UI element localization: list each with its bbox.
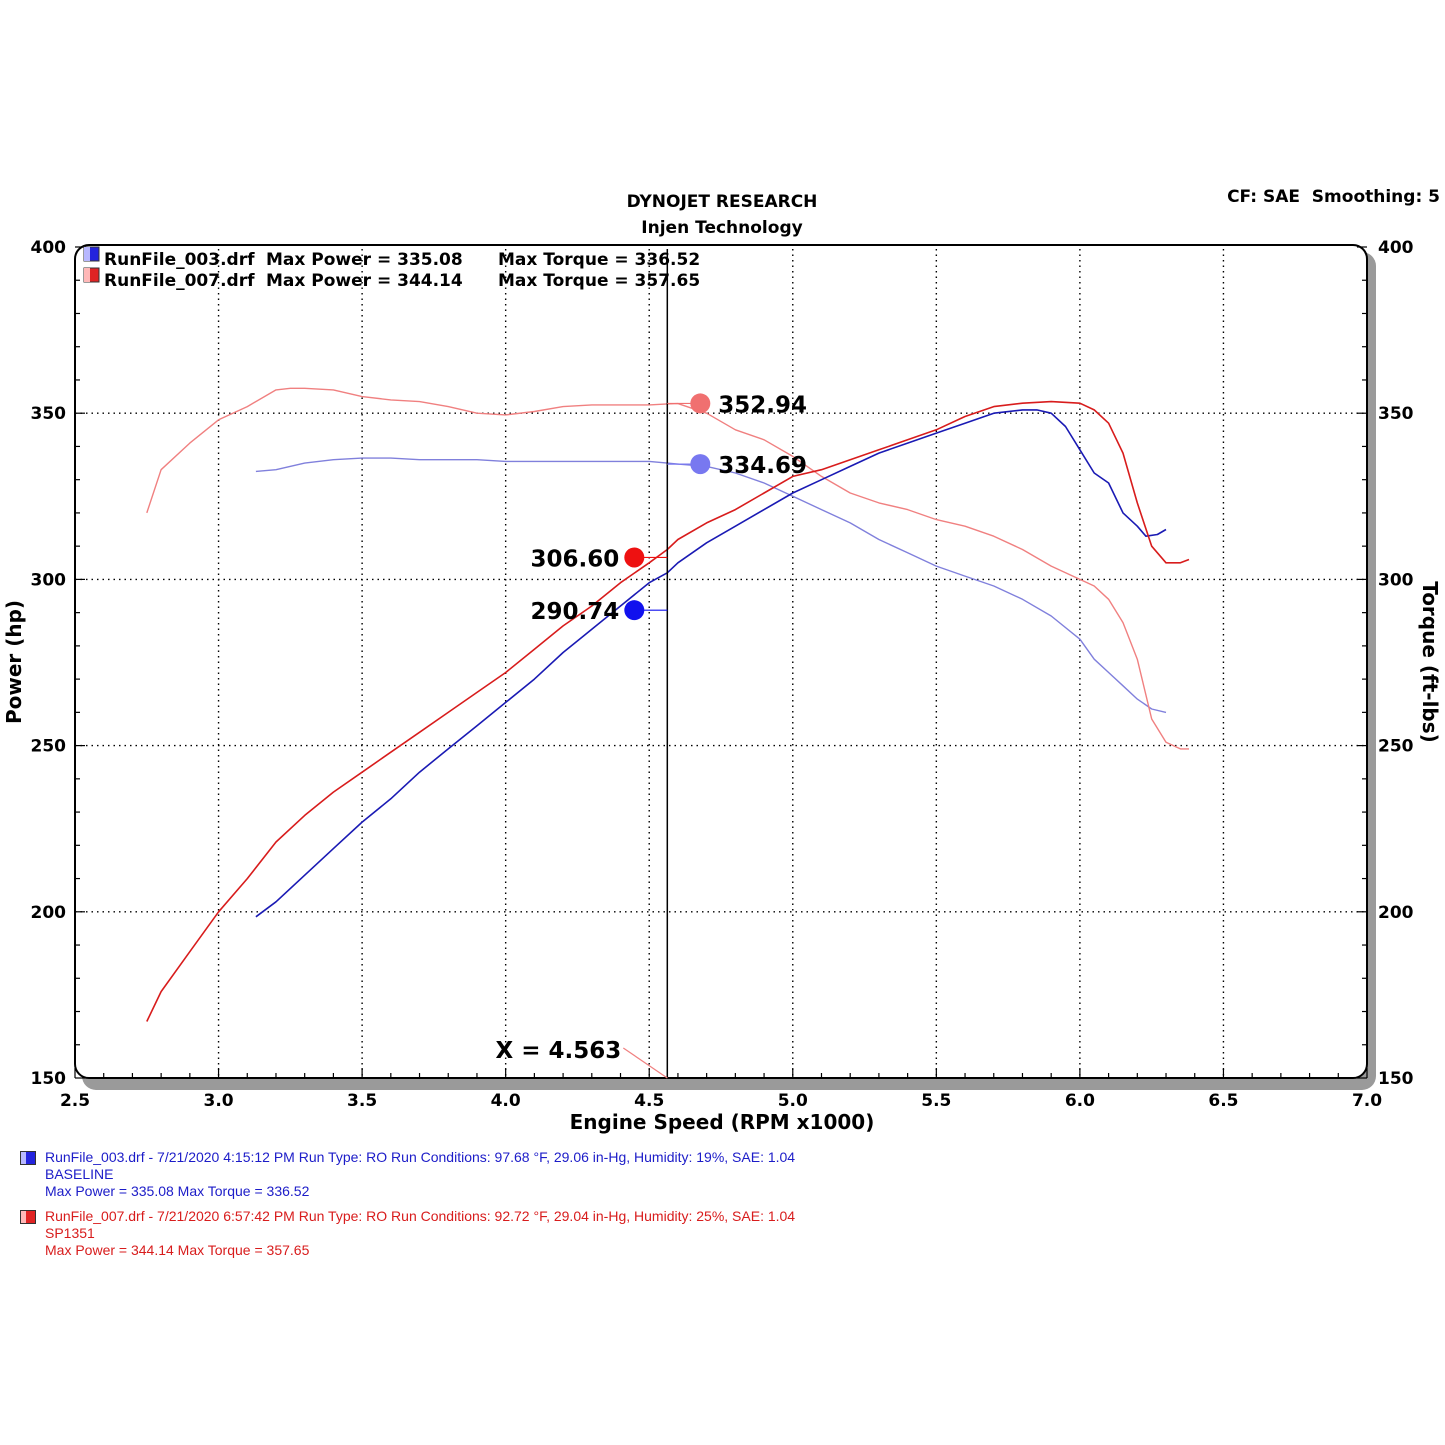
x-tick-label: 2.5 — [60, 1091, 90, 1111]
x-tick-label: 6.5 — [1208, 1091, 1238, 1111]
x-tick-label: 5.5 — [921, 1091, 951, 1111]
x-tick-label: 6.0 — [1065, 1091, 1095, 1111]
chart-title: DYNOJET RESEARCH — [627, 192, 818, 212]
legend-run007-power: RunFile_007.drf — [104, 271, 255, 291]
marker-label: 306.60 — [531, 546, 620, 572]
legend: RunFile_003.drf Max Power = 335.08 Max T… — [83, 246, 700, 291]
chart-subtitle: Injen Technology — [641, 218, 802, 238]
y-tick-label-right: 350 — [1378, 404, 1414, 424]
marker-label: 290.74 — [531, 599, 620, 625]
legend-run003-torque: Max Torque = 336.52 — [498, 250, 700, 270]
grid — [75, 249, 1367, 1078]
run-info-003-conditions: RunFile_003.drf - 7/21/2020 4:15:12 PM R… — [45, 1149, 796, 1165]
marker-dot[interactable] — [624, 547, 645, 568]
y-axis-left-label: Power (hp) — [2, 600, 26, 724]
run-info-007-max: Max Power = 344.14 Max Torque = 357.65 — [45, 1242, 310, 1258]
marker-label: 334.69 — [718, 453, 807, 479]
marker-label: 352.94 — [718, 392, 807, 418]
x-tick-label: 7.0 — [1352, 1091, 1382, 1111]
legend-run003-power-value: Max Power = 335.08 — [266, 250, 463, 270]
y-tick-label-right: 150 — [1378, 1069, 1414, 1089]
x-tick-label: 3.5 — [347, 1091, 377, 1111]
series-line — [146, 400, 1190, 1022]
y-axis-right-label: Torque (ft-lbs) — [1418, 581, 1442, 743]
marker-dot[interactable] — [690, 454, 711, 475]
legend-run007-power-value: Max Power = 344.14 — [266, 271, 463, 291]
x-tick-label: 3.0 — [203, 1091, 233, 1111]
series-line — [255, 457, 1167, 714]
legend-run003-power: RunFile_003.drf — [104, 250, 255, 270]
y-tick-label-left: 250 — [31, 737, 67, 757]
settings-label: CF: SAE Smoothing: 5 — [1227, 187, 1440, 207]
cursor-label-pointer — [622, 1047, 668, 1079]
series-line — [255, 409, 1167, 918]
y-tick-label-right: 250 — [1378, 737, 1414, 757]
marker-dot[interactable] — [624, 600, 645, 621]
legend-run007-torque: Max Torque = 357.65 — [498, 271, 700, 291]
y-tick-label-left: 400 — [31, 238, 67, 258]
y-tick-label-left: 350 — [31, 404, 67, 424]
y-tick-label-left: 300 — [31, 570, 67, 590]
y-tick-label-right: 300 — [1378, 570, 1414, 590]
y-tick-label-left: 200 — [31, 903, 67, 923]
marker-layer: 352.94 334.69 306.60 290.74 — [531, 392, 808, 625]
y-tick-label-right: 200 — [1378, 903, 1414, 923]
y-tick-label-left: 150 — [31, 1069, 67, 1089]
run-info-007-swatch — [20, 1210, 36, 1224]
run-info-007-conditions: RunFile_007.drf - 7/21/2020 6:57:42 PM R… — [45, 1208, 796, 1224]
marker-dot[interactable] — [690, 393, 711, 414]
y-tick-label-right: 400 — [1378, 238, 1414, 258]
run-info-007-name: SP1351 — [45, 1225, 95, 1241]
run-info-003-name: BASELINE — [45, 1166, 114, 1182]
x-tick-label: 5.0 — [778, 1091, 808, 1111]
run-info-003-max: Max Power = 335.08 Max Torque = 336.52 — [45, 1183, 310, 1199]
x-axis-label: Engine Speed (RPM x1000) — [570, 1110, 875, 1134]
x-tick-label: 4.5 — [634, 1091, 664, 1111]
cursor-label: X = 4.563 — [496, 1038, 622, 1064]
run-info-003-swatch — [20, 1151, 36, 1165]
plot-area — [74, 244, 1368, 1079]
x-tick-label: 4.0 — [491, 1091, 521, 1111]
